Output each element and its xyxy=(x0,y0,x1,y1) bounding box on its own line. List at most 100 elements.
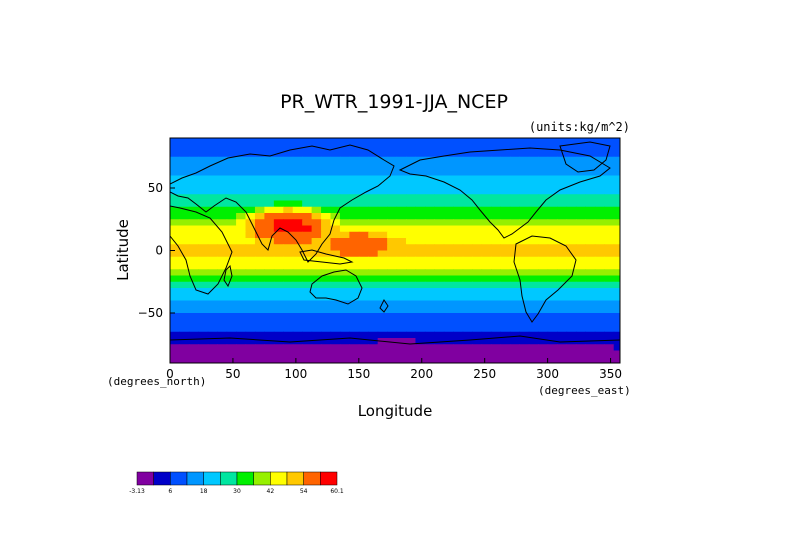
heatmap-cell xyxy=(245,188,256,195)
heatmap-cell xyxy=(330,231,341,239)
heatmap-cell xyxy=(472,294,483,302)
heatmap-cell xyxy=(566,219,577,227)
heatmap-cell xyxy=(198,225,209,233)
heatmap-cell xyxy=(462,281,473,289)
heatmap-cell xyxy=(349,188,360,195)
heatmap-cell xyxy=(434,350,445,358)
heatmap-cell xyxy=(500,213,511,220)
heatmap-cell xyxy=(245,344,256,352)
heatmap-cell xyxy=(358,331,369,339)
heatmap-cell xyxy=(358,256,369,264)
heatmap-cell xyxy=(170,325,181,333)
heatmap-cell xyxy=(453,300,464,308)
heatmap-cell xyxy=(264,306,275,314)
heatmap-cell xyxy=(377,288,388,295)
heatmap-cell xyxy=(292,200,303,208)
heatmap-cell xyxy=(557,144,568,152)
heatmap-cell xyxy=(472,250,483,258)
heatmap-cell xyxy=(254,144,266,152)
heatmap-cell xyxy=(368,238,379,245)
heatmap-cell xyxy=(377,331,388,339)
heatmap-cell xyxy=(236,325,247,333)
x-axis-label: Longitude xyxy=(358,402,433,420)
heatmap-cell xyxy=(585,213,596,220)
heatmap-cell xyxy=(585,231,596,239)
heatmap-cell xyxy=(566,313,577,320)
heatmap-cell xyxy=(406,275,417,283)
heatmap-cell xyxy=(434,263,445,270)
heatmap-cell xyxy=(500,275,511,283)
heatmap-cell xyxy=(283,350,294,358)
heatmap-cell xyxy=(339,206,350,214)
heatmap-cell xyxy=(368,206,379,214)
heatmap-cell xyxy=(519,281,530,289)
heatmap-cell xyxy=(368,144,379,152)
heatmap-cell xyxy=(528,225,539,233)
heatmap-cell xyxy=(594,188,605,195)
heatmap-cell xyxy=(349,150,360,158)
heatmap-cell xyxy=(179,219,190,227)
heatmap-cell xyxy=(472,281,483,289)
heatmap-cell xyxy=(368,219,379,227)
heatmap-cell xyxy=(264,244,275,252)
heatmap-cell xyxy=(481,238,492,245)
heatmap-cell xyxy=(349,175,360,183)
heatmap-cell xyxy=(292,350,303,358)
heatmap-cell xyxy=(406,269,417,277)
heatmap-cell xyxy=(217,181,228,189)
heatmap-cell xyxy=(387,175,398,183)
heatmap-cell xyxy=(198,331,209,339)
heatmap-cell xyxy=(557,163,568,170)
heatmap-cell xyxy=(245,256,256,264)
heatmap-cell xyxy=(453,331,464,339)
heatmap-cell xyxy=(453,231,464,239)
heatmap-cell xyxy=(415,213,426,220)
heatmap-cell xyxy=(358,175,369,183)
heatmap-cell xyxy=(500,231,511,239)
heatmap-cell xyxy=(415,263,426,270)
heatmap-cell xyxy=(575,300,586,308)
heatmap-cell xyxy=(273,238,284,245)
heatmap-cell xyxy=(217,244,228,252)
heatmap-cell xyxy=(292,156,303,164)
heatmap-cell xyxy=(387,219,398,227)
heatmap-cell xyxy=(396,144,407,152)
heatmap-cell xyxy=(273,169,284,177)
heatmap-cell xyxy=(500,338,511,345)
heatmap-cell xyxy=(188,356,199,363)
heatmap-cell xyxy=(339,294,350,302)
heatmap-cell xyxy=(500,356,511,363)
heatmap-cell xyxy=(462,350,473,358)
heatmap-cell xyxy=(594,331,605,339)
heatmap-cell xyxy=(396,338,407,345)
heatmap-cell xyxy=(254,213,266,220)
heatmap-cell xyxy=(415,356,426,363)
heatmap-cell xyxy=(462,331,473,339)
heatmap-cell xyxy=(406,163,417,170)
heatmap-cell xyxy=(481,263,492,270)
heatmap-cell xyxy=(179,288,190,295)
heatmap-cell xyxy=(236,213,247,220)
heatmap-cell xyxy=(302,219,313,227)
heatmap-cell xyxy=(453,344,464,352)
heatmap-cell xyxy=(273,181,284,189)
heatmap-cell xyxy=(528,206,539,214)
heatmap-cell xyxy=(339,175,350,183)
heatmap-cell xyxy=(424,269,435,277)
heatmap-cell xyxy=(481,250,492,258)
heatmap-cell xyxy=(330,306,341,314)
heatmap-cell xyxy=(349,350,360,358)
heatmap-cell xyxy=(339,231,350,239)
heatmap-cell xyxy=(481,175,492,183)
heatmap-cell xyxy=(481,344,492,352)
heatmap-cell xyxy=(509,181,520,189)
heatmap-cell xyxy=(519,150,530,158)
heatmap-cell xyxy=(528,356,539,363)
heatmap-cell xyxy=(415,219,426,227)
heatmap-cell xyxy=(509,231,520,239)
heatmap-cell xyxy=(217,238,228,245)
heatmap-cell xyxy=(481,269,492,277)
heatmap-cell xyxy=(254,219,266,227)
heatmap-cell xyxy=(387,325,398,333)
heatmap-cell xyxy=(434,150,445,158)
